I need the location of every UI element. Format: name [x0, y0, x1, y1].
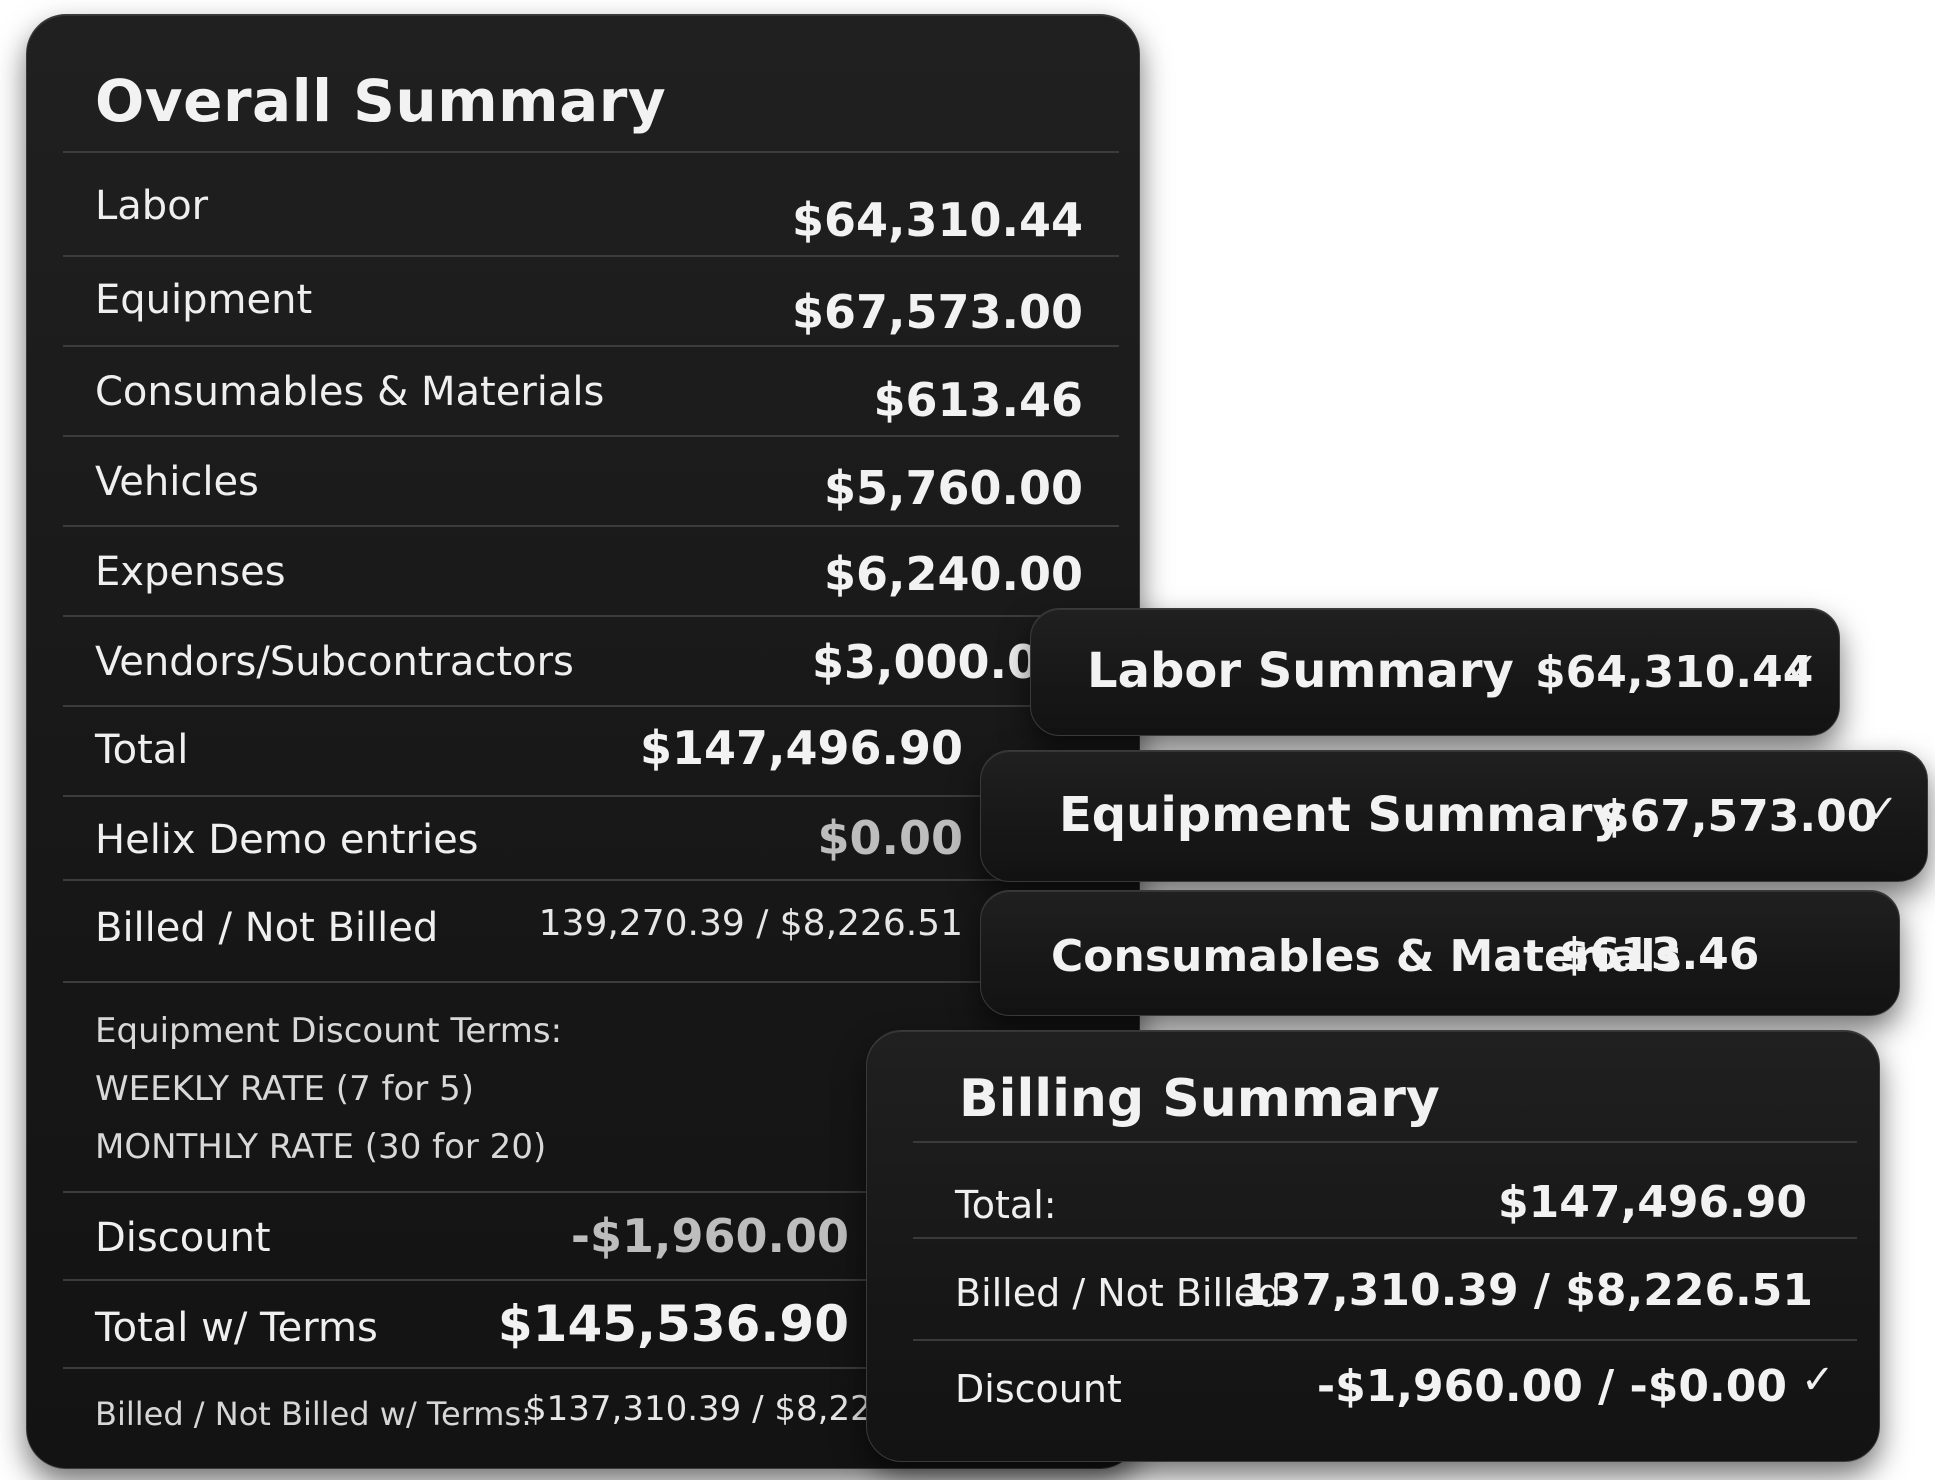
consumables-summary-title: Consumables & Materials	[1051, 931, 1682, 982]
divider	[913, 1339, 1857, 1341]
row-label-vehicles: Vehicles	[95, 459, 259, 505]
billed-with-terms-value: $137,310.39 / $8,226	[525, 1389, 894, 1429]
weekly-rate-term: WEEKLY RATE (7 for 5)	[95, 1069, 474, 1109]
monthly-rate-term: MONTHLY RATE (30 for 20)	[95, 1127, 547, 1167]
divider	[63, 525, 1119, 527]
row-value-helix-demo: $0.00	[817, 811, 963, 865]
row-label-total: Total	[95, 727, 189, 773]
divider	[63, 345, 1119, 347]
divider	[913, 1141, 1857, 1143]
billing-summary-title: Billing Summary	[959, 1069, 1440, 1129]
divider	[63, 981, 1119, 983]
row-label-expenses: Expenses	[95, 549, 286, 595]
total-with-terms-label: Total w/ Terms	[95, 1305, 378, 1351]
equipment-summary-card[interactable]: Equipment Summary $67,573.00 ✓	[980, 750, 1928, 882]
row-label-helix-demo: Helix Demo entries	[95, 817, 479, 863]
row-value-consumables: $613.46	[873, 373, 1083, 427]
row-value-vendors: $3,000.0	[812, 635, 1039, 689]
overall-summary-title: Overall Summary	[95, 67, 667, 135]
discount-value: -$1,960.00	[570, 1209, 849, 1263]
row-value-labor: $64,310.44	[791, 193, 1083, 247]
row-value-total: $147,496.90	[639, 721, 963, 775]
divider	[913, 1237, 1857, 1239]
divider	[63, 879, 1119, 881]
billing-billed-value: 137,310.39 / $8,226.51	[1240, 1265, 1813, 1316]
labor-summary-card[interactable]: Labor Summary $64,310.44 ✓	[1030, 608, 1840, 736]
row-value-expenses: $6,240.00	[824, 547, 1083, 601]
divider	[63, 705, 1119, 707]
equipment-summary-value: $67,573.00	[1599, 791, 1878, 842]
divider	[63, 795, 1119, 797]
labor-summary-title: Labor Summary	[1087, 643, 1514, 699]
billing-total-value: $147,496.90	[1498, 1177, 1807, 1228]
row-label-vendors: Vendors/Subcontractors	[95, 639, 574, 685]
divider	[63, 615, 1119, 617]
equipment-discount-terms-heading: Equipment Discount Terms:	[95, 1011, 563, 1051]
row-value-equipment: $67,573.00	[791, 285, 1083, 339]
overall-summary-panel: Overall Summary Labor $64,310.44 Equipme…	[26, 14, 1140, 1469]
total-with-terms-value: $145,536.90	[497, 1295, 849, 1353]
consumables-summary-card[interactable]: Consumables & Materials $613.46	[980, 890, 1900, 1016]
check-icon: ✓	[1801, 1357, 1835, 1403]
row-label-consumables: Consumables & Materials	[95, 369, 605, 415]
labor-summary-value: $64,310.44	[1535, 647, 1814, 698]
row-value-billed: 139,270.39 / $8,226.51	[538, 903, 963, 944]
divider	[63, 255, 1119, 257]
billing-discount-label: Discount	[955, 1367, 1122, 1411]
billing-total-label: Total:	[955, 1183, 1057, 1227]
row-label-equipment: Equipment	[95, 277, 313, 323]
divider	[63, 1191, 1119, 1193]
row-value-vehicles: $5,760.00	[824, 461, 1083, 515]
check-icon: ✓	[1865, 787, 1899, 833]
billing-summary-card: Billing Summary Total: $147,496.90 Bille…	[866, 1030, 1880, 1462]
billed-with-terms-label: Billed / Not Billed w/ Terms:	[95, 1395, 532, 1433]
check-icon: ✓	[1785, 645, 1819, 691]
billing-billed-label: Billed / Not Billed:	[955, 1271, 1294, 1315]
discount-label: Discount	[95, 1215, 271, 1261]
row-label-labor: Labor	[95, 183, 209, 229]
consumables-summary-value: $613.46	[1559, 929, 1760, 980]
billing-discount-value: -$1,960.00 / -$0.00	[1316, 1361, 1787, 1412]
divider	[63, 1279, 1119, 1281]
equipment-summary-title: Equipment Summary	[1059, 787, 1624, 843]
row-label-billed: Billed / Not Billed	[95, 905, 439, 951]
divider	[63, 151, 1119, 153]
divider	[63, 435, 1119, 437]
divider	[63, 1367, 1119, 1369]
